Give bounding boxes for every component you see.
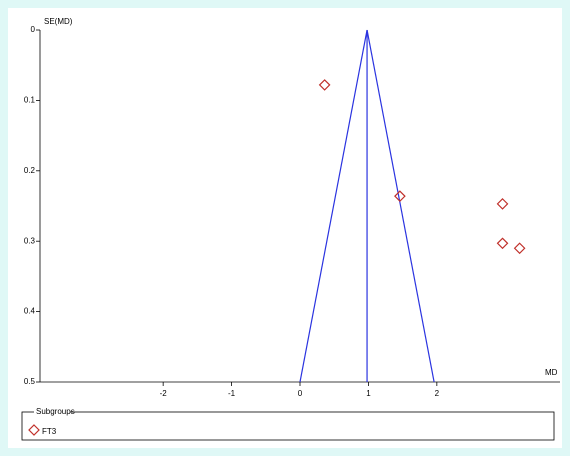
study-point xyxy=(513,242,526,255)
y-tick-label: 0.4 xyxy=(24,307,36,316)
legend-box xyxy=(21,411,555,441)
legend-marker xyxy=(28,424,40,436)
study-point xyxy=(318,79,331,91)
x-tick-label: 2 xyxy=(435,389,440,398)
y-tick-label: 0.3 xyxy=(24,236,36,245)
y-tick-label: 0 xyxy=(31,25,36,34)
study-point xyxy=(496,198,509,210)
study-point xyxy=(394,190,406,202)
legend-label: FT3 xyxy=(42,427,57,436)
y-tick-label: 0.1 xyxy=(24,96,36,105)
x-tick-label: 0 xyxy=(298,389,303,398)
legend-title: Subgroups xyxy=(36,407,75,416)
legend-title-bg xyxy=(34,408,70,416)
x-axis-label: MD xyxy=(545,368,558,377)
x-tick-label: -2 xyxy=(160,389,168,398)
y-axis-label: SE(MD) xyxy=(44,17,73,26)
plot-panel xyxy=(8,8,562,448)
y-tick-label: 0.2 xyxy=(24,166,36,175)
y-tick-label: 0.5 xyxy=(24,377,36,386)
x-tick-label: -1 xyxy=(228,389,236,398)
funnel-left xyxy=(299,29,368,383)
study-point xyxy=(496,237,509,250)
x-tick-label: 1 xyxy=(366,389,371,398)
funnel-right xyxy=(366,29,435,383)
